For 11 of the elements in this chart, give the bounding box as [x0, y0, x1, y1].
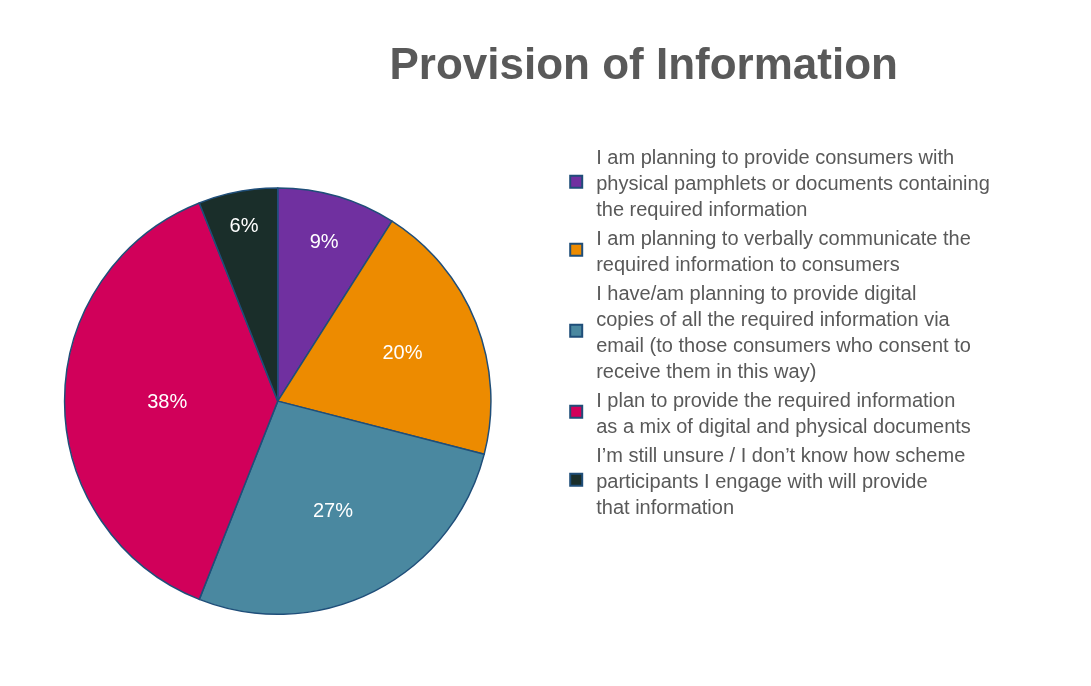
data-label: 20%: [382, 340, 423, 363]
legend-label: I am planning to provide consumers with physical pamphlets or documents containing the required information: [596, 145, 990, 220]
data-label: 9%: [309, 230, 339, 253]
legend-label: I’m still unsure / I don’t know how scheme participants I engage with will provide that information: [596, 443, 966, 518]
chart-title: Provision of Information: [389, 38, 898, 88]
data-label: 27%: [312, 498, 354, 521]
data-label: 6%: [229, 213, 259, 236]
legend-label: I am planning to verbally communicate the required information to consumers: [596, 226, 971, 275]
data-label: 38%: [147, 390, 188, 413]
legend-label: I have/am planning to provide digital copies of all the required information via email (to those consumers who consent to receive them in this way): [596, 281, 971, 382]
legend-label: I plan to provide the required information as a mix of digital and physical documents: [596, 388, 971, 437]
